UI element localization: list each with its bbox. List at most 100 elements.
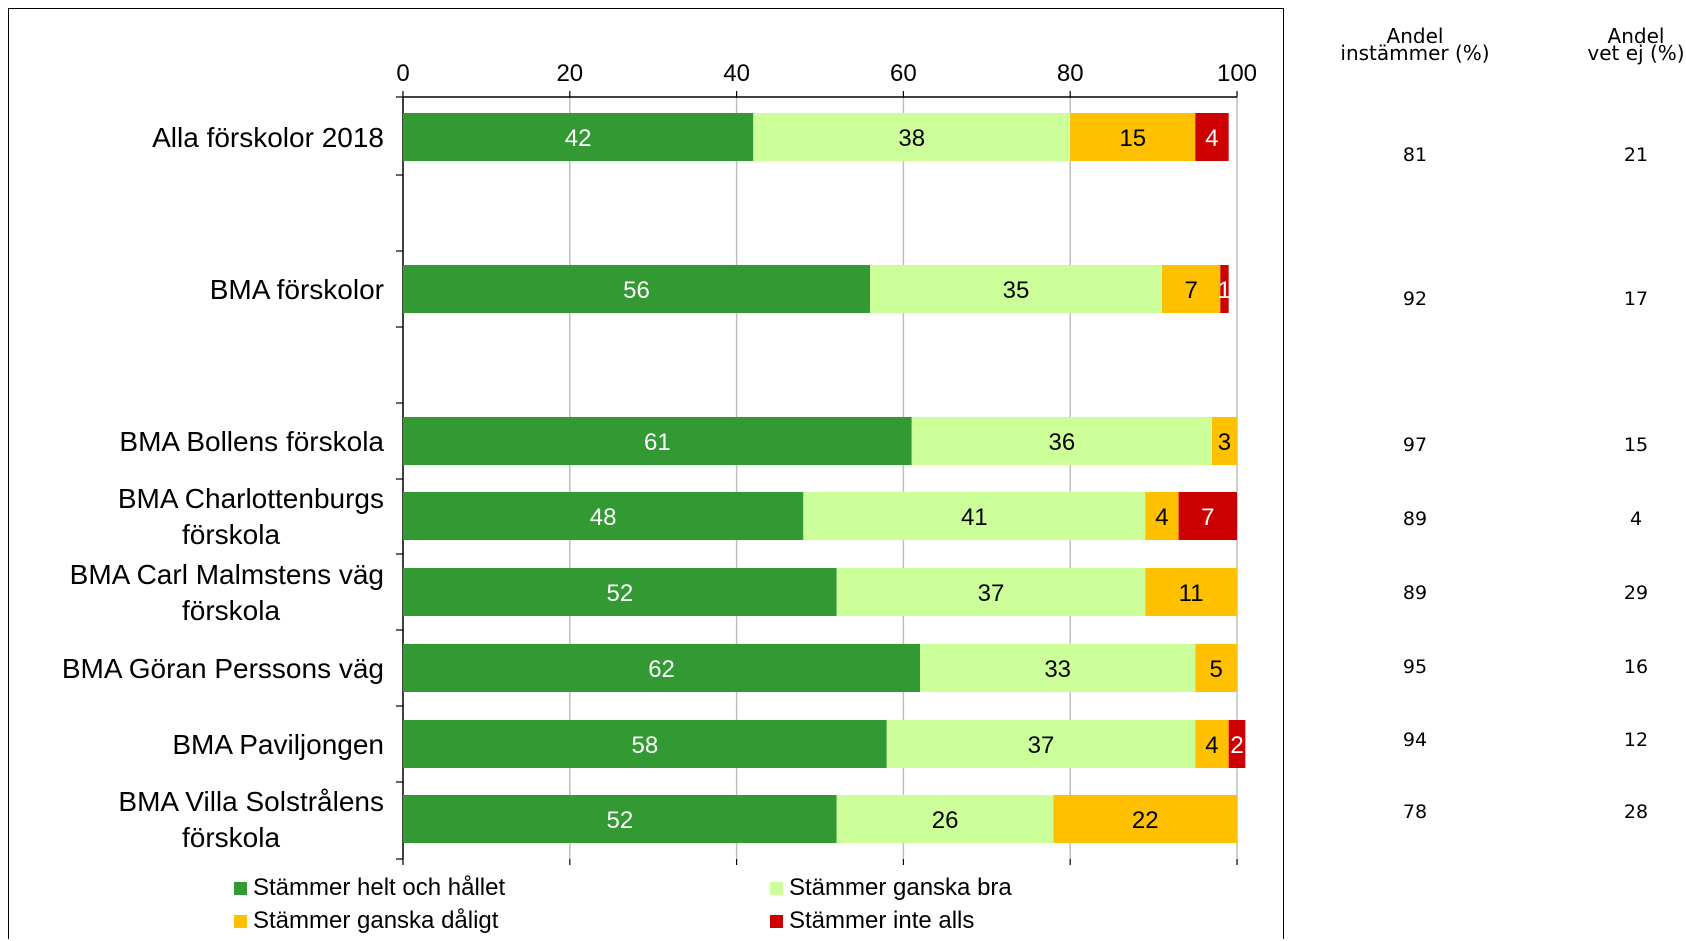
side-header-line: vet ej (%) bbox=[1587, 41, 1685, 65]
category-label-line: förskola bbox=[182, 822, 280, 853]
category-label-line: BMA Göran Perssons väg bbox=[62, 653, 384, 684]
bar-data-label: 41 bbox=[961, 504, 988, 531]
category-label-line: förskola bbox=[182, 519, 280, 550]
category-label: BMA Göran Perssons väg bbox=[62, 653, 384, 684]
side-table-cell: 89 bbox=[1402, 508, 1428, 530]
bar-segment bbox=[1195, 113, 1229, 161]
category-label: BMA Villa Solstrålens bbox=[118, 786, 384, 817]
bar-data-label: 36 bbox=[1049, 429, 1076, 456]
side-header-line: instämmer (%) bbox=[1340, 41, 1490, 65]
category-label-line: BMA Villa Solstrålens bbox=[118, 786, 384, 817]
bar-data-label: 1 bbox=[1218, 277, 1231, 304]
bar-segment bbox=[1145, 492, 1179, 540]
side-header-line: Andel bbox=[1607, 24, 1665, 48]
bar-data-label: 4 bbox=[1205, 732, 1218, 759]
legend-swatch bbox=[770, 914, 783, 928]
category-label-line: BMA Charlottenburgs bbox=[118, 483, 384, 514]
bar-data-label: 56 bbox=[623, 277, 650, 304]
side-table-cell: 21 bbox=[1623, 144, 1649, 166]
x-tick-label: 40 bbox=[723, 60, 750, 87]
bar-segment bbox=[1145, 568, 1237, 616]
legend-label: Stämmer helt och hållet bbox=[253, 874, 506, 901]
side-table-cell: 97 bbox=[1402, 434, 1428, 456]
bar-data-label: 7 bbox=[1184, 277, 1197, 304]
category-label-line: BMA Paviljongen bbox=[172, 729, 384, 760]
side-table-cell: 16 bbox=[1623, 656, 1649, 678]
bar-data-label: 42 bbox=[565, 125, 592, 152]
side-table-cell: 17 bbox=[1623, 288, 1649, 310]
bar-segment bbox=[403, 113, 754, 161]
side-table-cell: 4 bbox=[1629, 508, 1643, 530]
bar-data-label: 5 bbox=[1209, 656, 1222, 683]
bar-segment bbox=[920, 644, 1196, 692]
bar-segment bbox=[836, 795, 1054, 843]
category-label-line: förskola bbox=[182, 595, 280, 626]
side-table-cell: 29 bbox=[1623, 582, 1649, 604]
bar-data-label: 4 bbox=[1205, 125, 1218, 152]
legend-swatch bbox=[234, 881, 247, 895]
legend-item-ganska-bra: Stämmer ganska bra bbox=[770, 874, 1012, 902]
side-table-cell: 94 bbox=[1402, 729, 1428, 751]
bar-segment bbox=[1228, 720, 1246, 768]
side-header-vet-ej: Andel vet ej (%) bbox=[1576, 24, 1686, 65]
category-label: BMA Carl Malmstens väg bbox=[70, 559, 384, 590]
side-table-cell: 78 bbox=[1402, 801, 1428, 823]
x-tick-label: 20 bbox=[556, 60, 583, 87]
bar-segment bbox=[1195, 644, 1237, 692]
bar-data-label: 48 bbox=[590, 504, 617, 531]
chart-frame bbox=[8, 8, 1284, 939]
side-table-cell: 92 bbox=[1402, 288, 1428, 310]
bar-data-label: 2 bbox=[1230, 732, 1243, 759]
category-label: BMA förskolor bbox=[210, 274, 384, 305]
bar-segment bbox=[403, 568, 837, 616]
side-header-line: Andel bbox=[1386, 24, 1444, 48]
bar-data-label: 37 bbox=[978, 580, 1005, 607]
legend-label: Stämmer inte alls bbox=[789, 907, 975, 934]
x-tick-label: 0 bbox=[396, 60, 409, 87]
legend-swatch bbox=[234, 914, 247, 928]
category-label: BMA Paviljongen bbox=[172, 729, 384, 760]
bar-segment bbox=[403, 417, 912, 465]
bar-segment bbox=[1161, 265, 1221, 313]
x-tick-label: 60 bbox=[890, 60, 917, 87]
bar-segment bbox=[403, 795, 837, 843]
bar-data-label: 26 bbox=[932, 807, 959, 834]
bar-segment bbox=[803, 492, 1146, 540]
bar-segment bbox=[403, 265, 871, 313]
category-label-line: Alla förskolor 2018 bbox=[152, 122, 384, 153]
bar-segment bbox=[1195, 720, 1229, 768]
category-label-line: BMA Carl Malmstens väg bbox=[70, 559, 384, 590]
legend-swatch bbox=[770, 881, 783, 895]
side-table-cell: 15 bbox=[1623, 434, 1649, 456]
bar-data-label: 62 bbox=[648, 656, 675, 683]
legend-item-helt: Stämmer helt och hållet bbox=[234, 874, 505, 902]
bar-data-label: 33 bbox=[1044, 656, 1071, 683]
bar-data-label: 58 bbox=[632, 732, 659, 759]
side-table-cell: 81 bbox=[1402, 144, 1428, 166]
side-table-cell: 28 bbox=[1623, 801, 1649, 823]
bar-data-label: 52 bbox=[606, 807, 633, 834]
bar-data-label: 4 bbox=[1155, 504, 1168, 531]
x-tick-label: 100 bbox=[1217, 60, 1257, 87]
chart-legend: Stämmer helt och hållet Stämmer ganska b… bbox=[234, 874, 1034, 940]
bar-segment bbox=[1220, 265, 1229, 313]
bar-data-label: 3 bbox=[1218, 429, 1231, 456]
bar-segment bbox=[870, 265, 1162, 313]
side-table-cell: 89 bbox=[1402, 582, 1428, 604]
bar-data-label: 35 bbox=[1003, 277, 1030, 304]
category-label-line: BMA förskolor bbox=[210, 274, 384, 305]
bar-data-label: 15 bbox=[1119, 125, 1146, 152]
legend-item-inte-alls: Stämmer inte alls bbox=[770, 907, 974, 935]
bar-segment bbox=[1070, 113, 1196, 161]
side-table-cell: 95 bbox=[1402, 656, 1428, 678]
bar-segment bbox=[836, 568, 1146, 616]
bar-segment bbox=[753, 113, 1071, 161]
bar-data-label: 7 bbox=[1201, 504, 1214, 531]
bar-segment bbox=[911, 417, 1212, 465]
side-header-instammer: Andel instämmer (%) bbox=[1335, 24, 1495, 65]
bar-data-label: 52 bbox=[606, 580, 633, 607]
bar-data-label: 11 bbox=[1179, 580, 1204, 607]
legend-label: Stämmer ganska dåligt bbox=[253, 907, 499, 934]
bar-segment bbox=[403, 644, 921, 692]
